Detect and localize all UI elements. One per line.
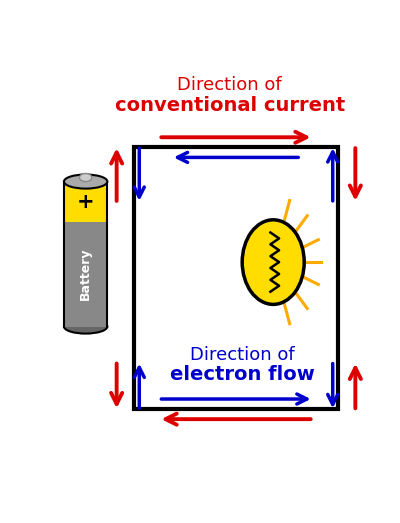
Bar — [64, 181, 107, 222]
Ellipse shape — [64, 175, 107, 189]
Bar — [134, 147, 338, 409]
Text: Direction of: Direction of — [190, 346, 294, 363]
Text: Direction of: Direction of — [178, 76, 282, 94]
Text: electron flow: electron flow — [170, 366, 314, 384]
Text: +: + — [77, 192, 94, 212]
Text: conventional current: conventional current — [115, 96, 345, 115]
Ellipse shape — [80, 174, 92, 181]
Text: Battery: Battery — [79, 248, 92, 300]
Ellipse shape — [64, 320, 107, 334]
Bar — [64, 222, 107, 326]
Ellipse shape — [242, 220, 304, 304]
